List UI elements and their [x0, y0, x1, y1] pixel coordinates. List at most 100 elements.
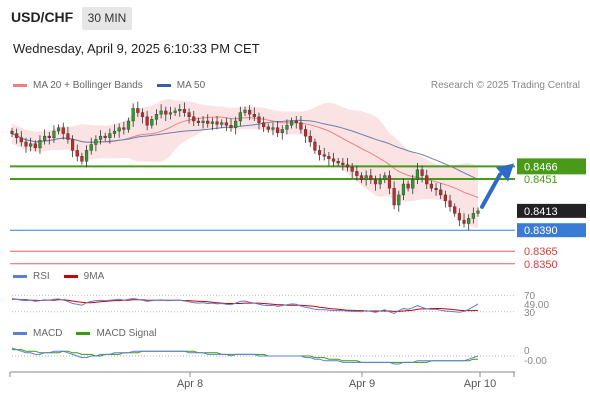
candle-body	[94, 139, 98, 145]
candle-body	[33, 143, 37, 149]
candle-body	[15, 133, 19, 139]
forecast-arrow-head	[496, 163, 514, 182]
price-tags	[517, 158, 586, 238]
candle-body	[57, 127, 61, 132]
candle-body	[168, 112, 173, 115]
candle-body	[43, 135, 47, 141]
candle-body	[336, 161, 340, 164]
candle-body	[266, 126, 270, 130]
candle-body	[10, 130, 14, 134]
candle-body	[383, 175, 387, 181]
level-price-label: 0.8451	[524, 174, 558, 186]
legend-label-macd: MACD	[33, 328, 63, 339]
candle-body	[317, 150, 322, 155]
candle-body	[313, 141, 317, 151]
ma50-line	[11, 119, 479, 180]
candle-body	[341, 162, 345, 165]
candle-body	[140, 112, 145, 117]
macd-legend: MACD MACD Signal	[13, 328, 170, 339]
legend-label-rsi: RSI	[33, 271, 50, 282]
candle-body	[89, 144, 93, 151]
candle-body	[52, 130, 56, 139]
candle-body	[415, 169, 420, 181]
candle-body	[280, 129, 284, 133]
candle-body	[443, 194, 447, 201]
candle-body	[19, 137, 23, 143]
legend-item-ma20: MA 20 + Bollinger Bands	[13, 80, 143, 91]
rsi-line	[11, 297, 479, 315]
candle-body	[47, 135, 51, 138]
candle-body	[457, 213, 461, 221]
candle-body	[453, 206, 457, 214]
candle-body	[178, 109, 182, 112]
candle-body	[364, 175, 368, 181]
level-price-label: 0.8350	[524, 259, 558, 271]
candle-body	[131, 108, 135, 122]
candle-body	[322, 154, 326, 157]
candle-body	[66, 133, 70, 140]
rsi-current-label: 49.00	[524, 300, 549, 311]
level-price-label: 0.8365	[524, 246, 558, 258]
candle-body	[331, 158, 336, 162]
candle-body	[476, 210, 480, 214]
current-price-label: 0.8413	[524, 206, 558, 218]
candle-body	[425, 175, 429, 185]
candle-body	[299, 122, 303, 130]
legend-item-macd-signal: MACD Signal	[76, 328, 156, 339]
candle-body	[350, 166, 354, 172]
legend-swatch-ma50	[156, 84, 171, 87]
candle-body	[159, 110, 163, 115]
forecast-arrow-shaft	[480, 172, 502, 209]
candle-body	[136, 108, 140, 113]
legend-swatch-rsi	[13, 275, 27, 278]
candle-body	[248, 109, 252, 115]
candle-body	[290, 120, 294, 126]
candle-body	[471, 213, 475, 219]
candle-body	[75, 150, 79, 157]
timeframe-button[interactable]: 30 MIN	[82, 7, 132, 30]
candle-body	[224, 122, 228, 126]
rsi-tick-label: 70	[524, 291, 536, 302]
rsi-tick-label: 30	[524, 308, 536, 319]
candle-body	[271, 127, 275, 130]
research-credit: Research © 2025 Trading Central	[430, 80, 580, 91]
candle-body	[359, 175, 364, 181]
candle-body	[308, 135, 312, 143]
macd-current-label: -0.00	[524, 356, 547, 367]
candle-body	[439, 189, 443, 196]
candle-body	[80, 156, 84, 162]
candle-body	[234, 120, 238, 128]
rsi-9ma-line	[12, 298, 479, 312]
rsi-legend: RSI 9MA	[13, 271, 118, 282]
legend-item-rsi: RSI	[13, 271, 50, 282]
candle-body	[276, 127, 280, 133]
candle-body	[448, 200, 452, 207]
candle-body	[429, 183, 433, 189]
candle-body	[252, 114, 256, 117]
candle-body	[108, 133, 112, 139]
x-axis-label: Apr 10	[464, 378, 496, 390]
candle-body	[397, 194, 401, 206]
legend-swatch-ma20	[13, 84, 27, 87]
candle-body	[220, 122, 224, 125]
candle-body	[345, 164, 350, 168]
candle-body	[164, 110, 168, 115]
candle-body	[262, 122, 266, 128]
datetime-label: Wednesday, April 9, 2025 6:10:33 PM CET	[13, 41, 260, 56]
legend-item-macd: MACD	[13, 328, 62, 339]
candle-body	[173, 110, 177, 113]
candle-body	[229, 124, 233, 128]
candle-body	[182, 109, 187, 113]
legend-label-9ma: 9MA	[83, 271, 105, 282]
candle-body	[206, 120, 210, 124]
candle-body	[61, 127, 65, 134]
pivot-price-tag	[517, 223, 586, 238]
candle-body	[112, 130, 117, 134]
x-axis-label: Apr 9	[349, 378, 375, 390]
candle-body	[196, 120, 200, 123]
candle-body	[257, 116, 261, 123]
legend-label-ma20: MA 20 + Bollinger Bands	[33, 80, 143, 91]
resistance-price-tag	[517, 158, 586, 175]
symbol-title: USD/CHF	[11, 9, 74, 25]
